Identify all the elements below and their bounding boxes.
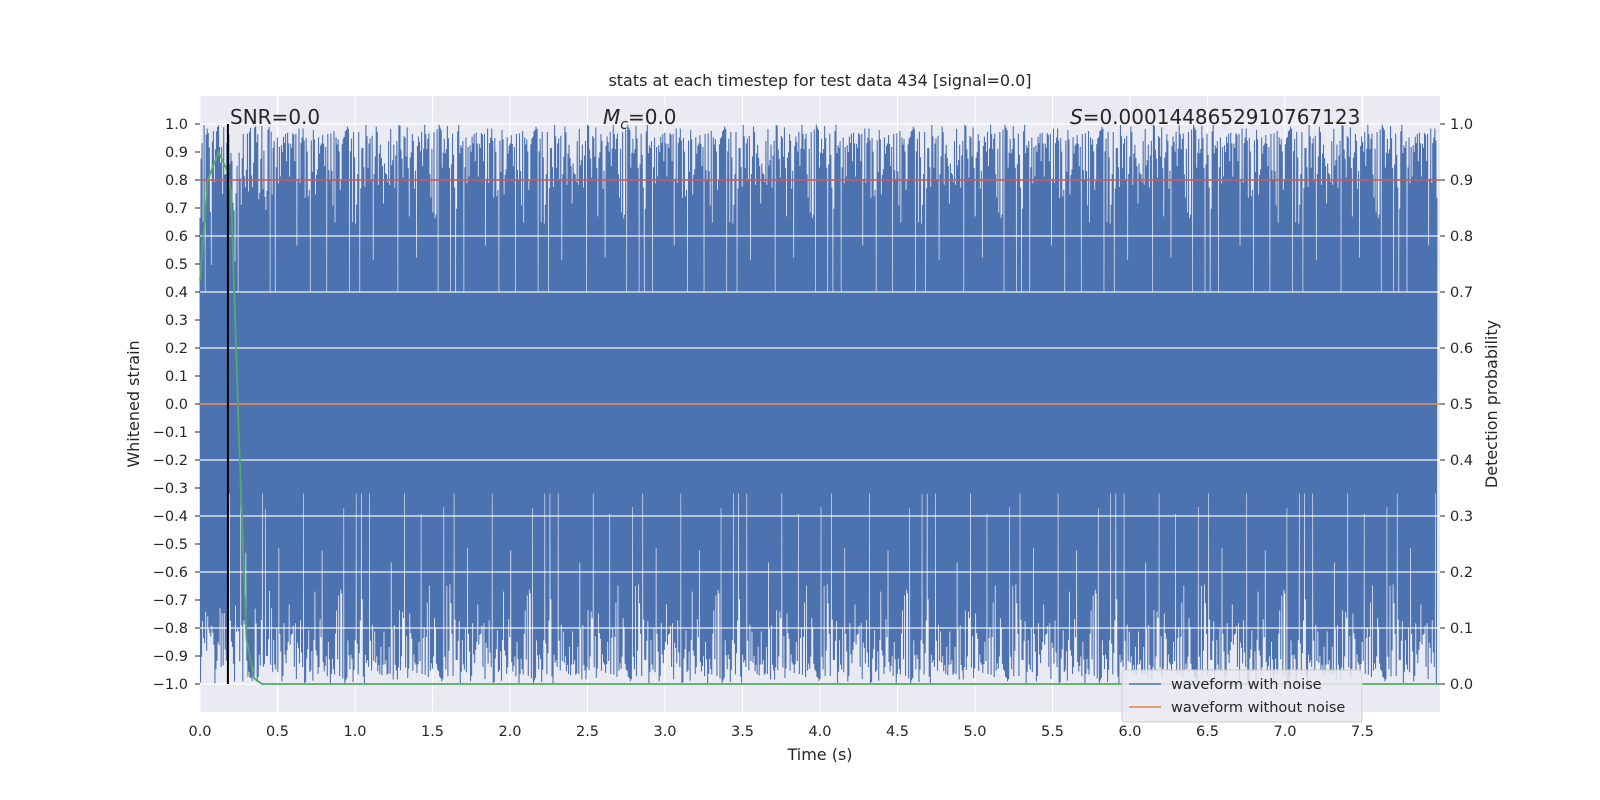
chart-title: stats at each timestep for test data 434…: [608, 71, 1031, 90]
y-tick-label: 0.8: [165, 173, 188, 189]
y-tick-label: −0.1: [153, 425, 188, 441]
y-tick-label-right: 1.0: [1450, 117, 1473, 133]
y-tick-label-right: 0.0: [1450, 677, 1473, 693]
y-tick-label: 0.1: [165, 369, 188, 385]
s-annotation: S=0.0001448652910767123: [1070, 105, 1360, 129]
y-tick-label: 0.7: [165, 201, 188, 217]
y-tick-label-right: 0.1: [1450, 621, 1473, 637]
snr-label: SNR=: [230, 105, 288, 129]
y-tick-label: −0.7: [153, 593, 188, 609]
x-tick-label: 0.5: [266, 724, 289, 740]
y-tick-label: 0.4: [165, 285, 188, 301]
y-tick-label: 0.6: [165, 229, 188, 245]
y-tick-label: 0.2: [165, 341, 188, 357]
annotations: SNR=0.0 Mc=0.0 S=0.0001448652910767123: [230, 105, 1360, 133]
y-axis-label-right: Detection probability: [1482, 320, 1501, 488]
legend: waveform with noise waveform without noi…: [1121, 669, 1363, 723]
x-tick-label: 3.0: [653, 724, 676, 740]
y-axis-label: Whitened strain: [124, 340, 143, 467]
x-tick-label: 4.0: [808, 724, 831, 740]
x-tick-label: 5.5: [1041, 724, 1064, 740]
s-value: =0.0001448652910767123: [1083, 105, 1361, 129]
y-tick-label-right: 0.6: [1450, 341, 1473, 357]
x-tick-label: 7.5: [1351, 724, 1374, 740]
series-waveform-with-noise-core: [200, 292, 1437, 494]
series-detection-probability: [199, 149, 1440, 685]
y-tick-label: −0.4: [153, 509, 188, 525]
snr-annotation: SNR=0.0: [230, 105, 320, 129]
y-tick-label: −0.9: [153, 649, 188, 665]
y-tick-label-right: 0.3: [1450, 509, 1473, 525]
y-tick-label-right: 0.5: [1450, 397, 1473, 413]
legend-label-clean: waveform without noise: [1171, 700, 1345, 716]
tick-labels: 0.0 0.5 1.0 1.5 2.0 2.5 3.0 3.5 4.0 4.5 5.0 5.5 6.0 6…: [153, 117, 1473, 740]
x-tick-label: 2.0: [498, 724, 521, 740]
x-tick-label: 1.5: [421, 724, 444, 740]
y-tick-label: −0.5: [153, 537, 188, 553]
legend-box: [1121, 669, 1363, 723]
y-tick-label: 0.0: [165, 397, 188, 413]
y-tick-label-right: 0.7: [1450, 285, 1473, 301]
x-tick-label: 6.0: [1118, 724, 1141, 740]
y-tick-label: −0.2: [153, 453, 188, 469]
x-tick-label: 2.5: [576, 724, 599, 740]
x-tick-label: 3.5: [731, 724, 754, 740]
y-tick-label: 0.3: [165, 313, 188, 329]
y-tick-label: 0.9: [165, 145, 188, 161]
y-tick-label-right: 0.8: [1450, 229, 1473, 245]
mc-subscript: c: [620, 117, 628, 133]
series-waveform-with-noise: [199, 124, 1438, 684]
y-tick-label: −0.8: [153, 621, 188, 637]
x-axis-label: Time (s): [786, 745, 852, 764]
mc-value: =0.0: [628, 105, 677, 129]
x-tick-label: 5.0: [963, 724, 986, 740]
y-tick-label: 0.5: [165, 257, 188, 273]
x-tick-label: 1.0: [343, 724, 366, 740]
mc-annotation: Mc=0.0: [603, 105, 677, 133]
x-tick-label: 4.5: [886, 724, 909, 740]
legend-label-noise: waveform with noise: [1171, 677, 1322, 693]
y-tick-label: −0.3: [153, 481, 188, 497]
y-tick-label-right: 0.2: [1450, 565, 1473, 581]
y-tick-label: −0.6: [153, 565, 188, 581]
s-symbol: S: [1070, 105, 1083, 129]
y-tick-label-right: 0.9: [1450, 173, 1473, 189]
y-tick-label: 1.0: [165, 117, 188, 133]
x-tick-label: 6.5: [1196, 724, 1219, 740]
mc-symbol: M: [603, 105, 620, 129]
x-tick-label: 7.0: [1273, 724, 1296, 740]
data-layer: [199, 123, 1440, 685]
y-tick-label: −1.0: [153, 677, 188, 693]
y-tick-label-right: 0.4: [1450, 453, 1473, 469]
x-tick-label: 0.0: [188, 724, 211, 740]
snr-value: 0.0: [288, 105, 320, 129]
